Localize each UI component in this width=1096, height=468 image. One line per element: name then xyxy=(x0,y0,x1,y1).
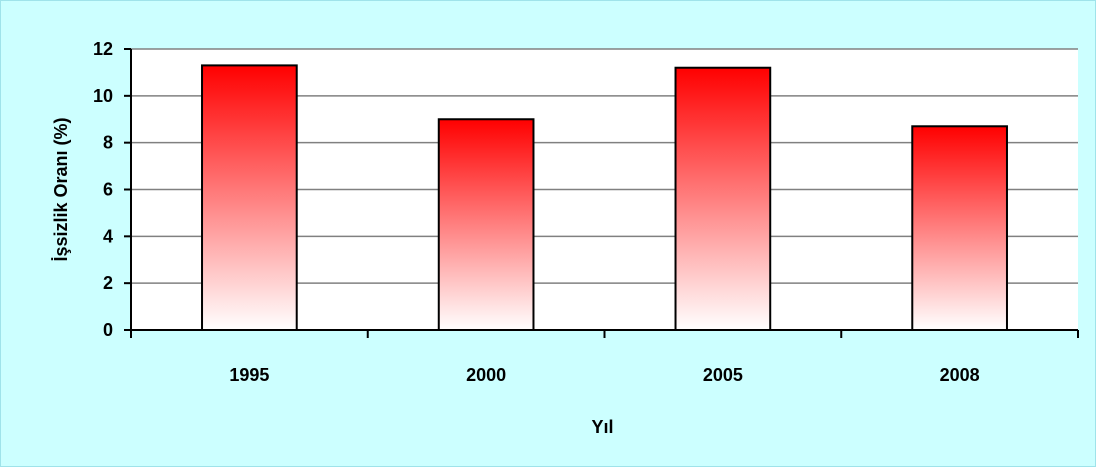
bar-2005 xyxy=(674,66,772,331)
y-tick-label: 6 xyxy=(103,180,113,200)
x-axis-title: Yıl xyxy=(591,417,613,437)
y-tick-label: 2 xyxy=(103,273,113,293)
x-tick-label: 1995 xyxy=(229,365,269,385)
x-tick-label: 2000 xyxy=(466,365,506,385)
x-tick-label: 2008 xyxy=(940,365,980,385)
y-tick-label: 4 xyxy=(103,226,113,246)
bar-1995 xyxy=(201,64,298,332)
y-tick-label: 12 xyxy=(93,39,113,59)
y-tick-label: 0 xyxy=(103,320,113,340)
bar-2008 xyxy=(911,125,1008,332)
y-tick-label: 8 xyxy=(103,133,113,153)
y-tick-label: 10 xyxy=(93,86,113,106)
y-axis-title: İşsizlik Oranı (%) xyxy=(51,117,71,261)
y-tick-labels: 0 2 4 6 8 10 12 xyxy=(93,39,113,340)
bars xyxy=(201,64,1008,332)
x-tick-label: 2005 xyxy=(703,365,743,385)
bar-2000 xyxy=(437,118,535,331)
x-tick-labels: 1995 2000 2005 2008 xyxy=(229,365,979,385)
axes xyxy=(124,48,1079,338)
